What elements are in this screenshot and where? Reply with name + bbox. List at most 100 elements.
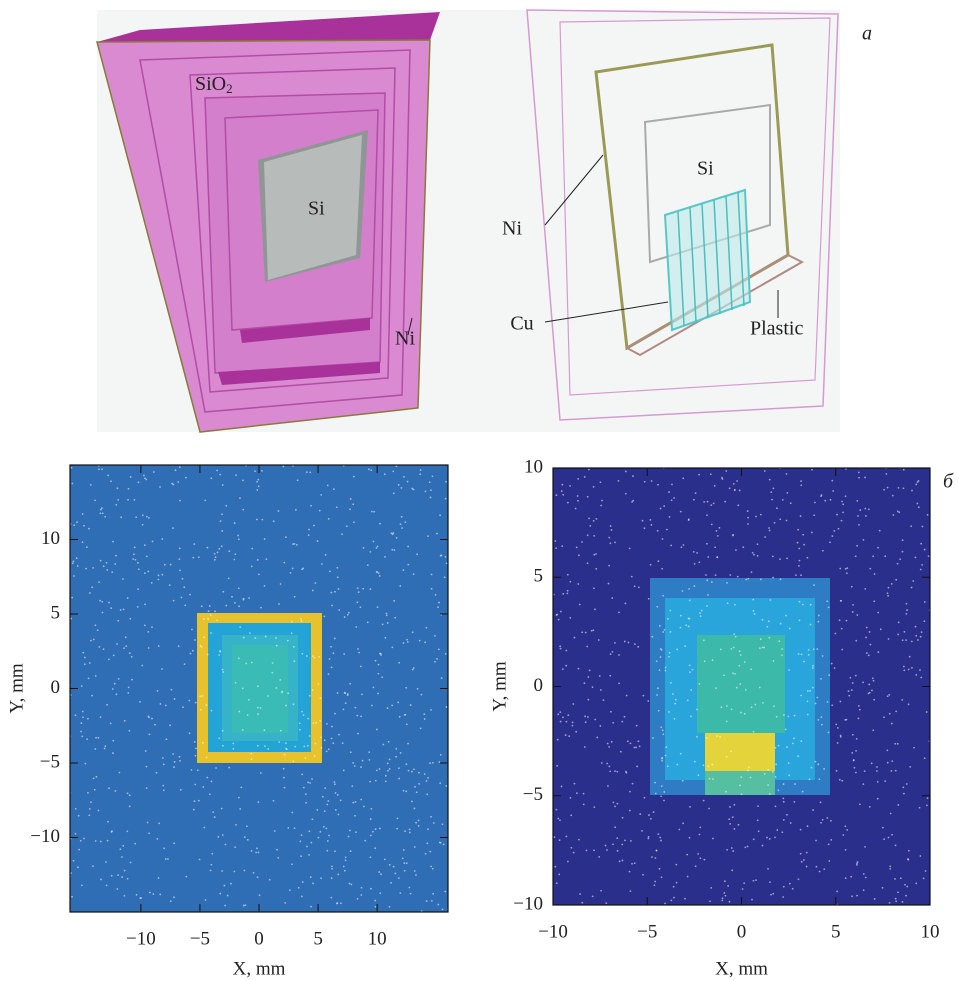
speck xyxy=(649,519,651,521)
speck xyxy=(753,610,755,612)
speck xyxy=(725,895,727,897)
speck xyxy=(399,892,401,894)
speck xyxy=(402,858,404,860)
speck xyxy=(231,596,233,598)
speck xyxy=(338,814,340,816)
speck xyxy=(908,850,910,852)
speck xyxy=(172,753,174,755)
speck xyxy=(377,606,379,608)
speck xyxy=(696,552,698,554)
speck xyxy=(343,708,345,710)
speck xyxy=(393,866,395,868)
speck xyxy=(735,636,737,638)
speck xyxy=(137,606,139,608)
speck xyxy=(608,583,610,585)
speck xyxy=(556,614,558,616)
speck xyxy=(813,514,815,516)
speck xyxy=(244,836,246,838)
speck xyxy=(382,623,384,625)
speck xyxy=(866,652,868,654)
speck xyxy=(369,781,371,783)
speck xyxy=(299,841,301,843)
speck xyxy=(310,842,312,844)
speck xyxy=(858,705,860,707)
speck xyxy=(256,847,258,849)
speck xyxy=(392,470,394,472)
speck xyxy=(351,785,353,787)
speck xyxy=(887,762,889,764)
speck xyxy=(855,675,857,677)
speck xyxy=(815,703,817,705)
speck xyxy=(809,690,811,692)
speck xyxy=(299,729,301,731)
speck xyxy=(858,717,860,719)
speck xyxy=(747,769,749,771)
speck xyxy=(608,746,610,748)
speck xyxy=(335,792,337,794)
speck xyxy=(267,748,269,750)
speck xyxy=(401,487,403,489)
speck xyxy=(901,699,903,701)
speck xyxy=(343,770,345,772)
speck xyxy=(906,603,908,605)
speck xyxy=(916,503,918,505)
speck xyxy=(430,816,432,818)
speck xyxy=(387,707,389,709)
speck xyxy=(667,618,669,620)
speck xyxy=(326,723,328,725)
speck xyxy=(731,709,733,711)
speck xyxy=(246,825,248,827)
speck xyxy=(350,884,352,886)
speck xyxy=(202,695,204,697)
speck xyxy=(354,815,356,817)
speck xyxy=(766,626,768,628)
speck xyxy=(427,828,429,830)
speck xyxy=(205,899,207,901)
speck xyxy=(222,669,224,671)
speck xyxy=(327,840,329,842)
speck xyxy=(89,662,91,664)
speck xyxy=(587,676,589,678)
speck xyxy=(285,536,287,538)
speck xyxy=(905,613,907,615)
speck xyxy=(133,553,135,555)
speck xyxy=(294,746,296,748)
speck xyxy=(146,516,148,518)
speck xyxy=(403,476,405,478)
speck xyxy=(245,904,247,906)
speck xyxy=(594,719,596,721)
speck xyxy=(403,790,405,792)
speck xyxy=(306,846,308,848)
speck xyxy=(558,874,560,876)
speck xyxy=(100,716,102,718)
speck xyxy=(104,748,106,750)
speck xyxy=(871,762,873,764)
speck xyxy=(108,787,110,789)
speck xyxy=(442,908,444,910)
speck xyxy=(222,745,224,747)
speck xyxy=(764,536,766,538)
speck xyxy=(586,646,588,648)
speck xyxy=(242,687,244,689)
speck xyxy=(587,716,589,718)
speck xyxy=(751,571,753,573)
speck xyxy=(577,500,579,502)
speck xyxy=(797,755,799,757)
speck xyxy=(418,825,420,827)
speck xyxy=(830,499,832,501)
speck xyxy=(343,866,345,868)
speck xyxy=(193,809,195,811)
speck xyxy=(148,832,150,834)
speck xyxy=(179,500,181,502)
speck xyxy=(434,635,436,637)
speck xyxy=(569,485,571,487)
speck xyxy=(437,606,439,608)
speck xyxy=(180,789,182,791)
speck xyxy=(303,745,305,747)
speck xyxy=(800,740,802,742)
speck xyxy=(915,635,917,637)
speck xyxy=(733,647,735,649)
speck xyxy=(174,761,176,763)
speck xyxy=(111,875,113,877)
speck xyxy=(747,846,749,848)
